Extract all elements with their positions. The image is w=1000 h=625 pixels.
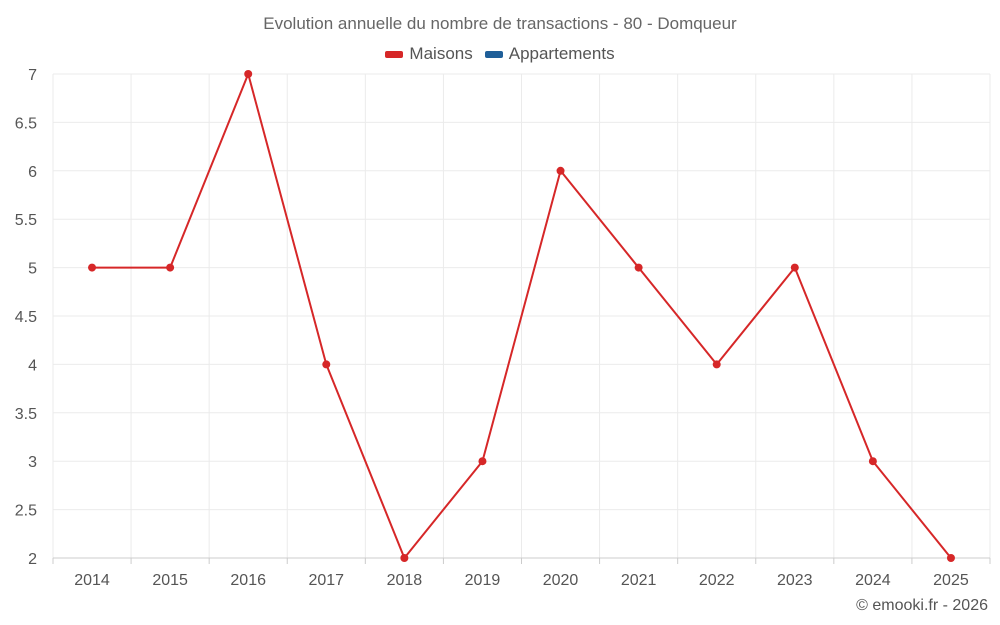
x-tick-label: 2022 xyxy=(699,572,735,589)
x-tick-label: 2021 xyxy=(621,572,657,589)
legend-label-appartements: Appartements xyxy=(508,44,615,63)
x-tick-label: 2020 xyxy=(543,572,579,589)
y-tick-label: 3 xyxy=(28,454,37,471)
y-tick-label: 2 xyxy=(28,551,37,568)
data-point xyxy=(322,360,331,369)
y-tick-label: 6 xyxy=(28,164,37,181)
x-tick-label: 2016 xyxy=(230,572,266,589)
y-tick-label: 5.5 xyxy=(15,212,37,229)
legend-label-maisons: Maisons xyxy=(409,44,473,63)
x-tick-label: 2024 xyxy=(855,572,891,589)
legend-item-maisons[interactable]: Maisons xyxy=(385,44,473,64)
data-point xyxy=(556,166,565,175)
data-point xyxy=(478,457,487,466)
x-tick-label: 2017 xyxy=(308,572,344,589)
y-tick-label: 6.5 xyxy=(15,115,37,132)
chart-title: Evolution annuelle du nombre de transact… xyxy=(263,14,737,33)
legend-swatch-appartements xyxy=(484,50,503,58)
y-tick-label: 7 xyxy=(28,67,37,84)
legend-item-appartements[interactable]: Appartements xyxy=(484,44,615,64)
y-tick-label: 4 xyxy=(28,357,37,374)
y-tick-label: 4.5 xyxy=(15,309,37,326)
x-tick-label: 2025 xyxy=(933,572,969,589)
data-point xyxy=(244,70,253,78)
legend-swatch-maisons xyxy=(385,50,404,58)
y-tick-label: 3.5 xyxy=(15,406,37,423)
data-point xyxy=(166,263,175,272)
y-tick-label: 5 xyxy=(28,261,37,278)
x-tick-label: 2015 xyxy=(152,572,188,589)
x-tick-label: 2018 xyxy=(387,572,423,589)
data-point xyxy=(868,457,877,466)
data-point xyxy=(634,263,643,272)
data-point xyxy=(946,554,955,562)
data-point xyxy=(790,263,799,272)
data-point xyxy=(88,263,97,272)
x-tick-label: 2023 xyxy=(777,572,813,589)
x-tick-label: 2014 xyxy=(74,572,110,589)
x-tick-label: 2019 xyxy=(465,572,501,589)
data-point xyxy=(400,554,409,562)
data-point xyxy=(712,360,721,369)
y-tick-label: 2.5 xyxy=(15,503,37,520)
chart-legend: Maisons Appartements xyxy=(0,44,1000,64)
credit-text: © emooki.fr - 2026 xyxy=(856,597,988,614)
series-line-maisons xyxy=(92,73,952,559)
